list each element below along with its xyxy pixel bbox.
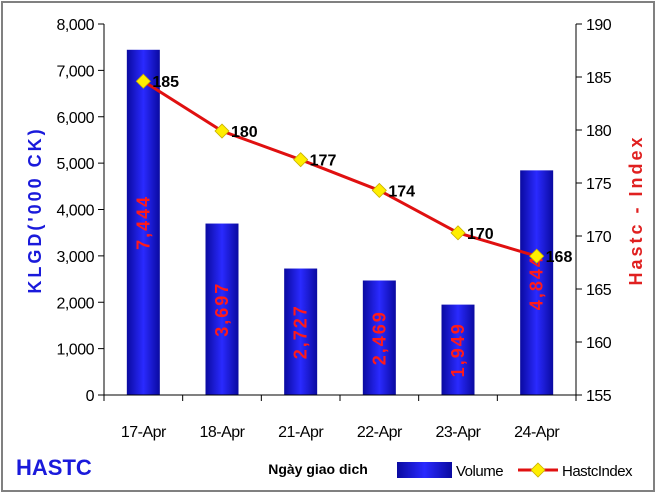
- index-value-label: 180: [231, 124, 258, 141]
- bar-value-label: 3,697: [212, 282, 232, 337]
- y-axis-title-left: KLGD('000 CK): [25, 126, 45, 293]
- y-tick-label-right: 175: [586, 176, 612, 193]
- bar-value-label: 2,469: [369, 310, 389, 365]
- bar-18-Apr: [205, 223, 239, 395]
- x-tick-label: 18-Apr: [199, 424, 245, 441]
- y-tick-label-left: 6,000: [56, 110, 94, 127]
- index-value-label: 170: [467, 226, 494, 243]
- index-line: [142, 79, 538, 258]
- y-tick-label-right: 180: [586, 123, 612, 140]
- legend-swatch-volume: [397, 462, 452, 478]
- index-value-label: 185: [152, 74, 179, 91]
- x-axis-title: Ngày giao dich: [268, 461, 368, 477]
- index-value-label: 168: [546, 249, 573, 266]
- y-axis-title-right: Hastc - Index: [626, 134, 646, 285]
- bar-value-label: 2,727: [291, 304, 311, 359]
- legend-swatch-index-marker: [530, 462, 546, 478]
- y-tick-label-right: 170: [586, 229, 612, 246]
- bar-24-Apr: [520, 170, 554, 395]
- y-tick-label-left: 0: [86, 388, 95, 405]
- index-point-21-Apr: [293, 152, 309, 168]
- x-tick-label: 21-Apr: [278, 424, 324, 441]
- legend: Volume HastcIndex: [397, 462, 634, 480]
- y-tick-label-left: 7,000: [56, 63, 94, 80]
- y-tick-label-left: 3,000: [56, 249, 94, 266]
- legend-label-index: HastcIndex: [562, 463, 633, 480]
- index-point-23-Apr: [450, 225, 466, 241]
- index-point-24-Apr: [529, 248, 545, 264]
- index-value-label: 174: [388, 183, 415, 200]
- x-tick-label: 23-Apr: [435, 424, 481, 441]
- bar-value-label: 1,949: [448, 322, 468, 377]
- bar-value-label: 4,844: [527, 255, 547, 310]
- index-line-series: 185 180 177 174 170 168: [135, 73, 573, 266]
- brand-label: HASTC: [16, 455, 92, 480]
- bar-17-Apr: [126, 49, 160, 396]
- y-tick-label-left: 2,000: [56, 295, 94, 312]
- y-tick-label-left: 8,000: [56, 17, 94, 34]
- y-tick-label-right: 185: [586, 70, 612, 87]
- y-tick-label-right: 190: [586, 17, 612, 34]
- y-tick-label-left: 1,000: [56, 342, 94, 359]
- y-tick-label-left: 4,000: [56, 203, 94, 220]
- index-value-label: 177: [310, 153, 337, 170]
- y-tick-label-right: 155: [586, 388, 612, 405]
- x-tick-label: 17-Apr: [121, 424, 167, 441]
- bar-22-Apr: [362, 280, 396, 395]
- axes: 0 1,000 2,000 3,000 4,000 5,000 6,000 7,000 8,00…: [56, 17, 612, 441]
- x-tick-label: 22-Apr: [357, 424, 403, 441]
- index-point-18-Apr: [214, 123, 230, 139]
- bar-23-Apr: [441, 304, 475, 395]
- x-tick-label: 24-Apr: [514, 424, 560, 441]
- y-tick-label-right: 160: [586, 335, 612, 352]
- y-tick-label-left: 5,000: [56, 156, 94, 173]
- volume-bar-labels: 7,444 3,697 2,727 2,469 1,949 4,844: [133, 195, 546, 377]
- index-point-17-Apr: [135, 73, 151, 89]
- legend-label-volume: Volume: [456, 463, 503, 480]
- y-tick-label-right: 165: [586, 282, 612, 299]
- volume-bars: [126, 49, 554, 396]
- bar-value-label: 7,444: [133, 195, 153, 250]
- bar-21-Apr: [284, 268, 318, 395]
- index-point-22-Apr: [371, 182, 387, 198]
